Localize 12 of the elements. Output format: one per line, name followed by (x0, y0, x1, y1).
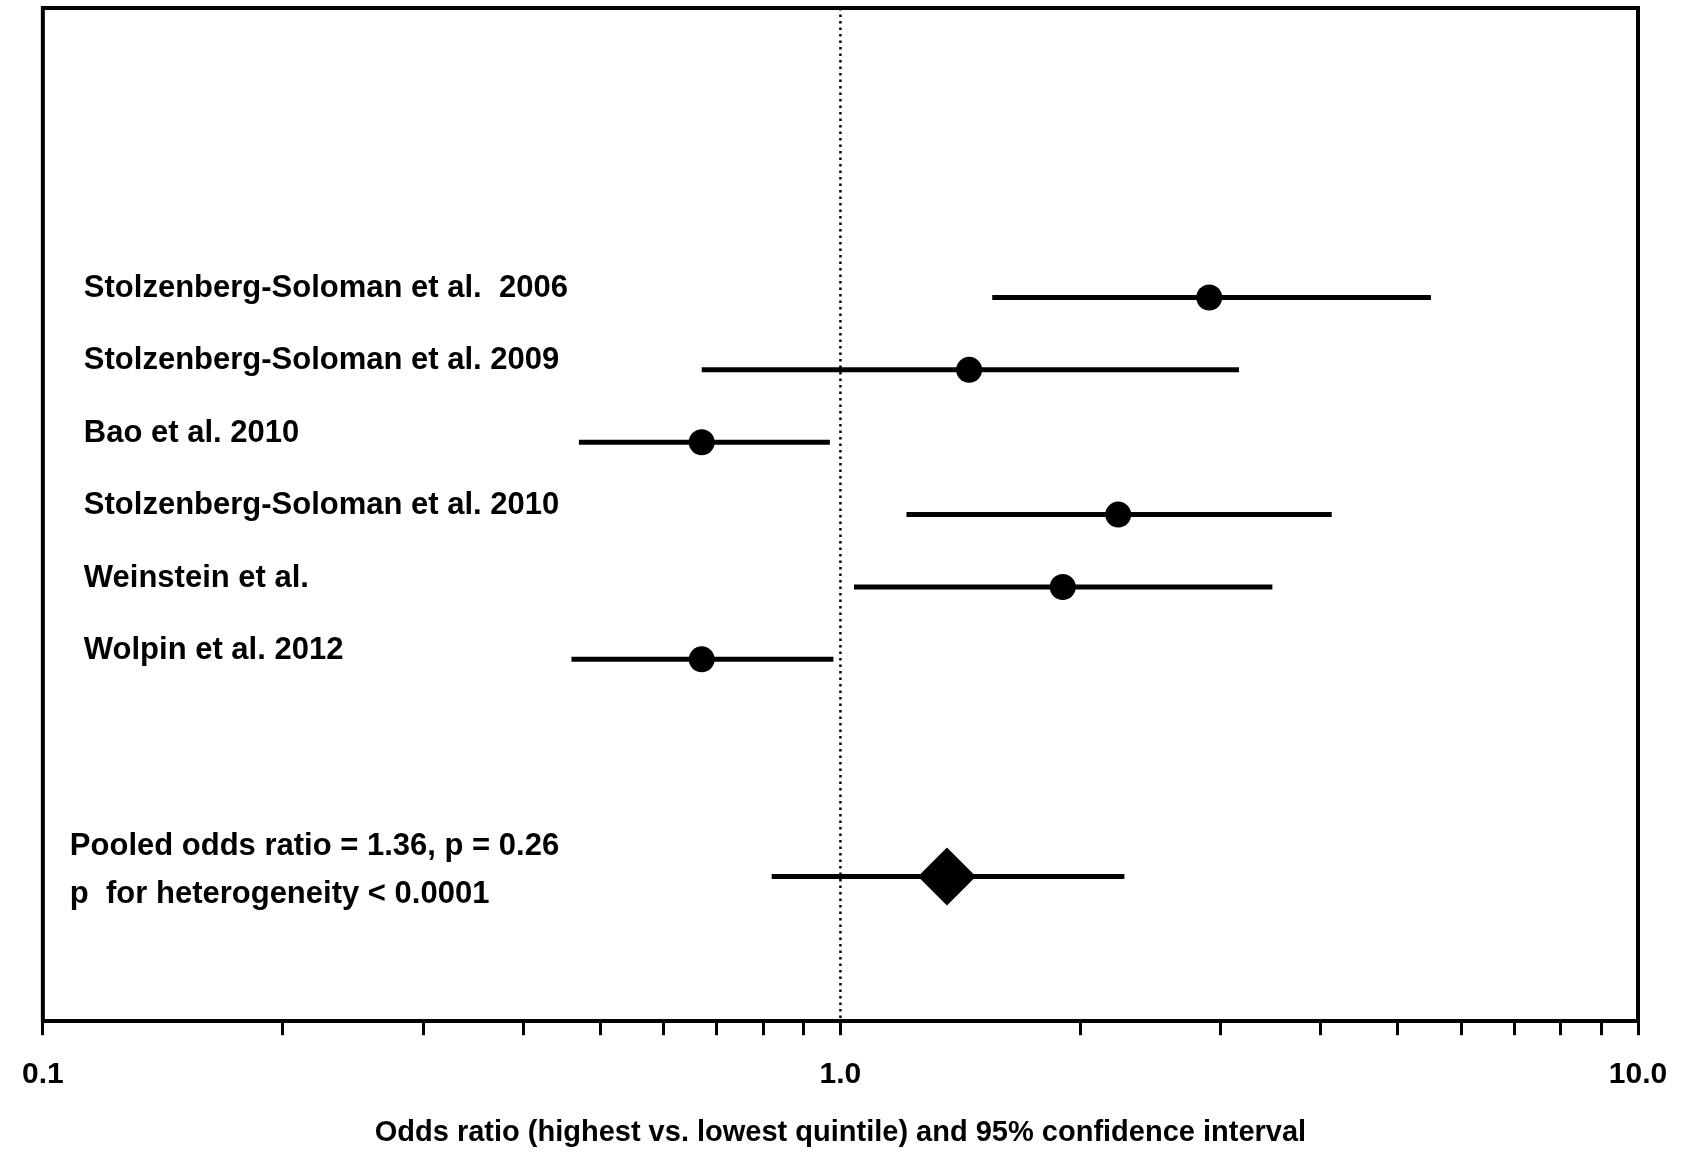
y-tick-label: Stolzenberg-Soloman et al. 2010 (83, 486, 560, 522)
x-tick-label: 10.0 (1608, 1056, 1668, 1090)
x-axis-title: Odds ratio (highest vs. lowest quintile) and 95% confidence interval (374, 1114, 1307, 1147)
annotation: Pooled odds ratio = 1.36, p = 0.26 (69, 827, 560, 862)
x-tick-label: 1.0 (819, 1056, 862, 1090)
y-tick-label: Weinstein et al. (83, 558, 309, 594)
y-tick-label: Stolzenberg-Soloman et al. 2006 (83, 269, 568, 305)
y-tick-label: Bao et al. 2010 (83, 413, 300, 449)
y-tick-label: Stolzenberg-Soloman et al. 2009 (83, 341, 560, 377)
y-tick-label: Wolpin et al. 2012 (83, 630, 344, 666)
annotation: p for heterogeneity < 0.0001 (69, 875, 490, 910)
x-tick-label: 0.1 (21, 1056, 64, 1090)
